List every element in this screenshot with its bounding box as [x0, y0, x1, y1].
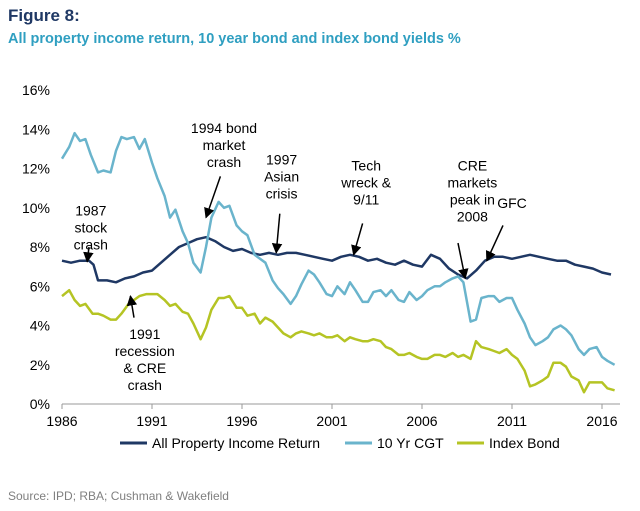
y-tick-label: 4%: [30, 318, 50, 334]
y-tick-label: 10%: [22, 200, 50, 216]
annotation-text: 1997: [266, 152, 297, 168]
annotation-arrow: [83, 246, 94, 263]
y-tick-label: 12%: [22, 161, 50, 177]
annotation-text: stock: [74, 220, 108, 236]
annotation-text: market: [203, 137, 246, 153]
annotation-arrow: [457, 242, 469, 280]
annotation-arrow: [485, 225, 504, 262]
annotation-text: GFC: [497, 195, 527, 211]
annotation-text: 9/11: [353, 191, 379, 207]
annotation-text: 1994 bond: [191, 120, 257, 136]
annotation-text: crash: [128, 377, 162, 393]
x-tick-label: 2001: [316, 413, 347, 429]
x-tick-label: 1986: [46, 413, 77, 429]
legend-label-3: Index Bond: [489, 435, 560, 451]
y-tick-label: 6%: [30, 278, 50, 294]
annotation-text: wreck &: [340, 174, 391, 190]
annotation-text: crash: [207, 154, 241, 170]
y-tick-label: 0%: [30, 396, 50, 412]
annotation-text: 1987: [75, 203, 106, 219]
annotation-arrow: [351, 223, 364, 256]
annotation-text: 1991: [129, 326, 160, 342]
y-tick-label: 14%: [22, 121, 50, 137]
annotation-text: peak in: [450, 191, 495, 207]
annotation-text: Tech: [351, 157, 381, 173]
x-tick-label: 2006: [406, 413, 437, 429]
annotation-text: markets: [448, 174, 498, 190]
annotation-text: Asian: [264, 169, 299, 185]
figure-label: Figure 8:: [8, 6, 80, 25]
legend-label-1: All Property Income Return: [152, 435, 320, 451]
annotation-text: CRE: [458, 157, 488, 173]
annotation-arrow: [204, 176, 222, 219]
x-tick-label: 2011: [497, 413, 527, 429]
series-line-1: [61, 235, 612, 284]
y-tick-label: 16%: [22, 82, 50, 98]
annotation-text: 2008: [457, 208, 488, 224]
series-line-3: [61, 288, 615, 394]
annotation-text: & CRE: [123, 360, 166, 376]
annotation-text: recession: [115, 343, 175, 359]
y-tick-label: 2%: [30, 357, 50, 373]
legend-label-2: 10 Yr CGT: [377, 435, 444, 451]
x-tick-label: 1996: [226, 413, 257, 429]
series-line-2: [60, 131, 616, 366]
chart-title: All property income return, 10 year bond…: [8, 31, 461, 47]
annotation-text: crisis: [266, 186, 298, 202]
y-tick-label: 8%: [30, 239, 50, 255]
annotation-arrow: [126, 295, 138, 318]
annotation-text: crash: [74, 237, 108, 253]
source-note: Source: IPD; RBA; Cushman & Wakefield: [8, 489, 229, 503]
x-tick-label: 1991: [136, 413, 167, 429]
x-tick-label: 2016: [586, 413, 617, 429]
annotation-arrow: [271, 213, 283, 254]
